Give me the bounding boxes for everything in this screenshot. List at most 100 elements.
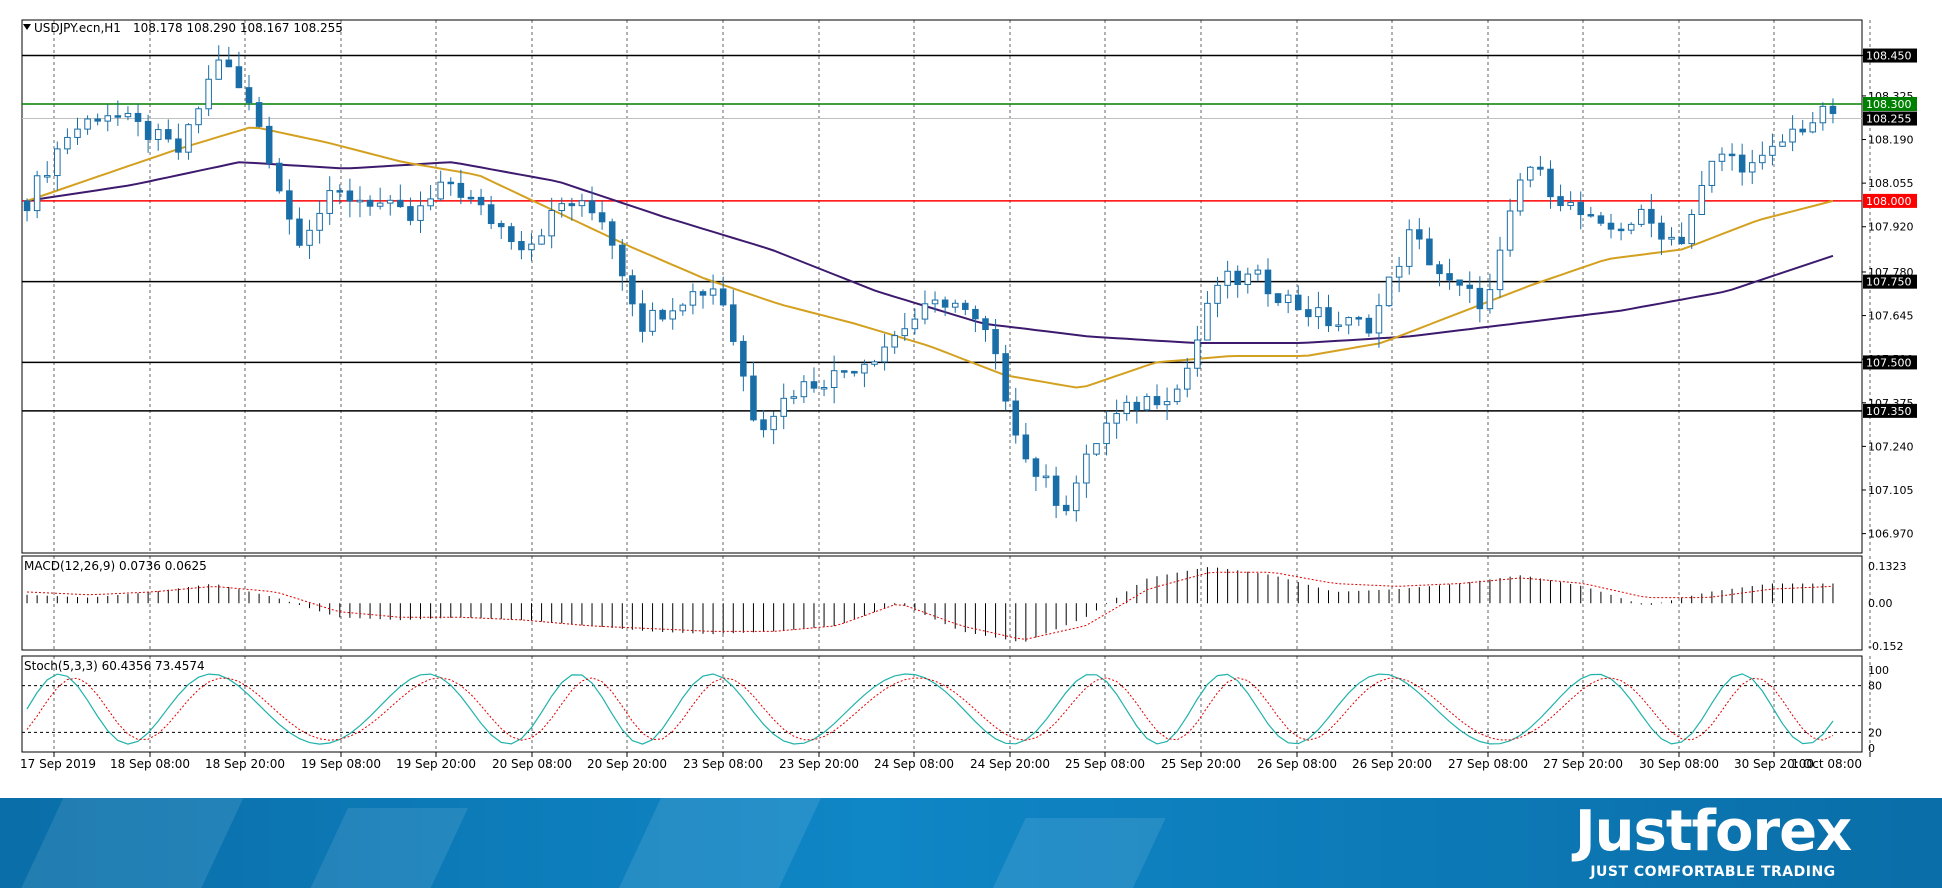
candle-body [316,212,323,231]
candle-body [820,386,828,390]
time-label: 1 Oct 08:00 [1791,757,1862,771]
macd-tick-label: -0.152 [1868,640,1903,653]
candle-body [1214,284,1221,304]
time-label: 30 Sep 20:00 [1734,757,1814,771]
candle-body [306,229,313,246]
candle-body [649,309,656,332]
candle-body [215,59,223,80]
candle-body [1254,269,1262,275]
candle-body [972,308,979,320]
moving-average-slow [26,161,1834,344]
time-label: 26 Sep 08:00 [1257,757,1337,771]
candle-body [951,302,959,308]
candle-body [931,299,939,305]
level-tag-label: 108.300 [1866,98,1912,111]
candle-body [1133,401,1141,411]
candle-body [467,196,475,200]
candle-body [780,397,787,417]
candle-body [1537,166,1544,170]
brand-logo: Justforex JUST COMFORTABLE TRADING [1574,799,1852,881]
main-price-panel[interactable]: 108.450108.325108.190108.055107.920107.7… [21,19,1917,554]
candle-body [195,108,202,126]
candle-body [1678,236,1685,245]
candle-body [1779,141,1786,147]
candle-body [1658,222,1665,240]
candle-body [871,361,878,365]
candle-body [921,303,929,320]
macd-tick-label: 0.1323 [1868,560,1907,573]
stoch-tick-label: 100 [1868,664,1889,677]
candle-body [1819,105,1827,124]
candle-body [23,200,31,212]
candle-body [1395,265,1403,278]
current-price-tag [1863,111,1917,126]
time-label: 25 Sep 08:00 [1065,757,1145,771]
current-price-label: 108.255 [1866,113,1912,126]
candle-body [689,291,697,306]
candle-body [1728,153,1736,157]
candle-body [1305,309,1312,318]
candle-body [659,309,666,320]
stoch-label: Stoch(5,3,3) 60.4356 73.4574 [24,659,205,673]
candle-body [1093,443,1100,455]
candle-body [639,303,646,332]
candle-body [861,363,868,374]
time-label: 20 Sep 08:00 [492,757,572,771]
candle-body [1103,422,1110,445]
candle-body [225,59,233,68]
price-tick-label: 108.190 [1868,134,1914,147]
candle-body [1234,270,1241,286]
candle-body [1012,400,1020,436]
candle-body [1759,154,1766,164]
candle-body [1123,401,1131,415]
candle-body [1648,208,1655,224]
macd-panel-frame [21,555,1863,651]
candle-body [1718,153,1726,162]
candle-body [699,291,707,296]
level-tag [1863,193,1917,208]
level-tag-label: 108.000 [1866,195,1912,208]
candle-body [114,115,122,118]
level-tag-label: 107.750 [1866,276,1912,289]
level-tag [1863,403,1917,418]
price-tick-label: 107.105 [1868,484,1914,497]
stoch-panel-frame [21,655,1863,753]
candle-body [1476,287,1484,310]
candle-body [336,190,344,193]
candle-body [760,419,767,431]
level-tag-label: 108.450 [1866,50,1912,63]
candle-body [518,241,525,251]
candle-body [619,244,626,277]
candle-body [1516,179,1524,212]
candle-body [1637,208,1645,225]
candle-body [1274,293,1282,304]
main-panel-frame [21,19,1863,554]
macd-label: MACD(12,26,9) 0.0736 0.0625 [24,559,207,573]
candle-body [729,304,737,342]
candle-body [1083,453,1090,484]
candle-body [508,226,515,243]
candle-body [185,124,192,153]
time-label: 27 Sep 08:00 [1448,757,1528,771]
candle-body [1355,317,1363,320]
candle-body [1617,228,1625,232]
level-tag [1863,355,1917,370]
candle-body [810,381,818,389]
candle-body [407,206,414,221]
candle-body [1163,401,1171,406]
macd-tick-label: 0.00 [1868,597,1893,610]
candle-body [941,299,949,308]
candle-body [386,199,394,204]
symbol-dropdown-icon[interactable] [23,24,31,30]
candle-body [962,302,969,310]
candle-body [548,210,555,237]
candle-body [1315,307,1322,318]
candle-body [1597,215,1605,224]
stoch-tick-label: 0 [1868,742,1875,755]
candle-body [740,340,747,377]
chart-canvas[interactable]: 108.450108.325108.190108.055107.920107.7… [0,0,1942,798]
candle-body [669,310,677,320]
candle-body [830,370,838,388]
candle-body [1052,475,1060,506]
candle-body [1002,353,1009,402]
